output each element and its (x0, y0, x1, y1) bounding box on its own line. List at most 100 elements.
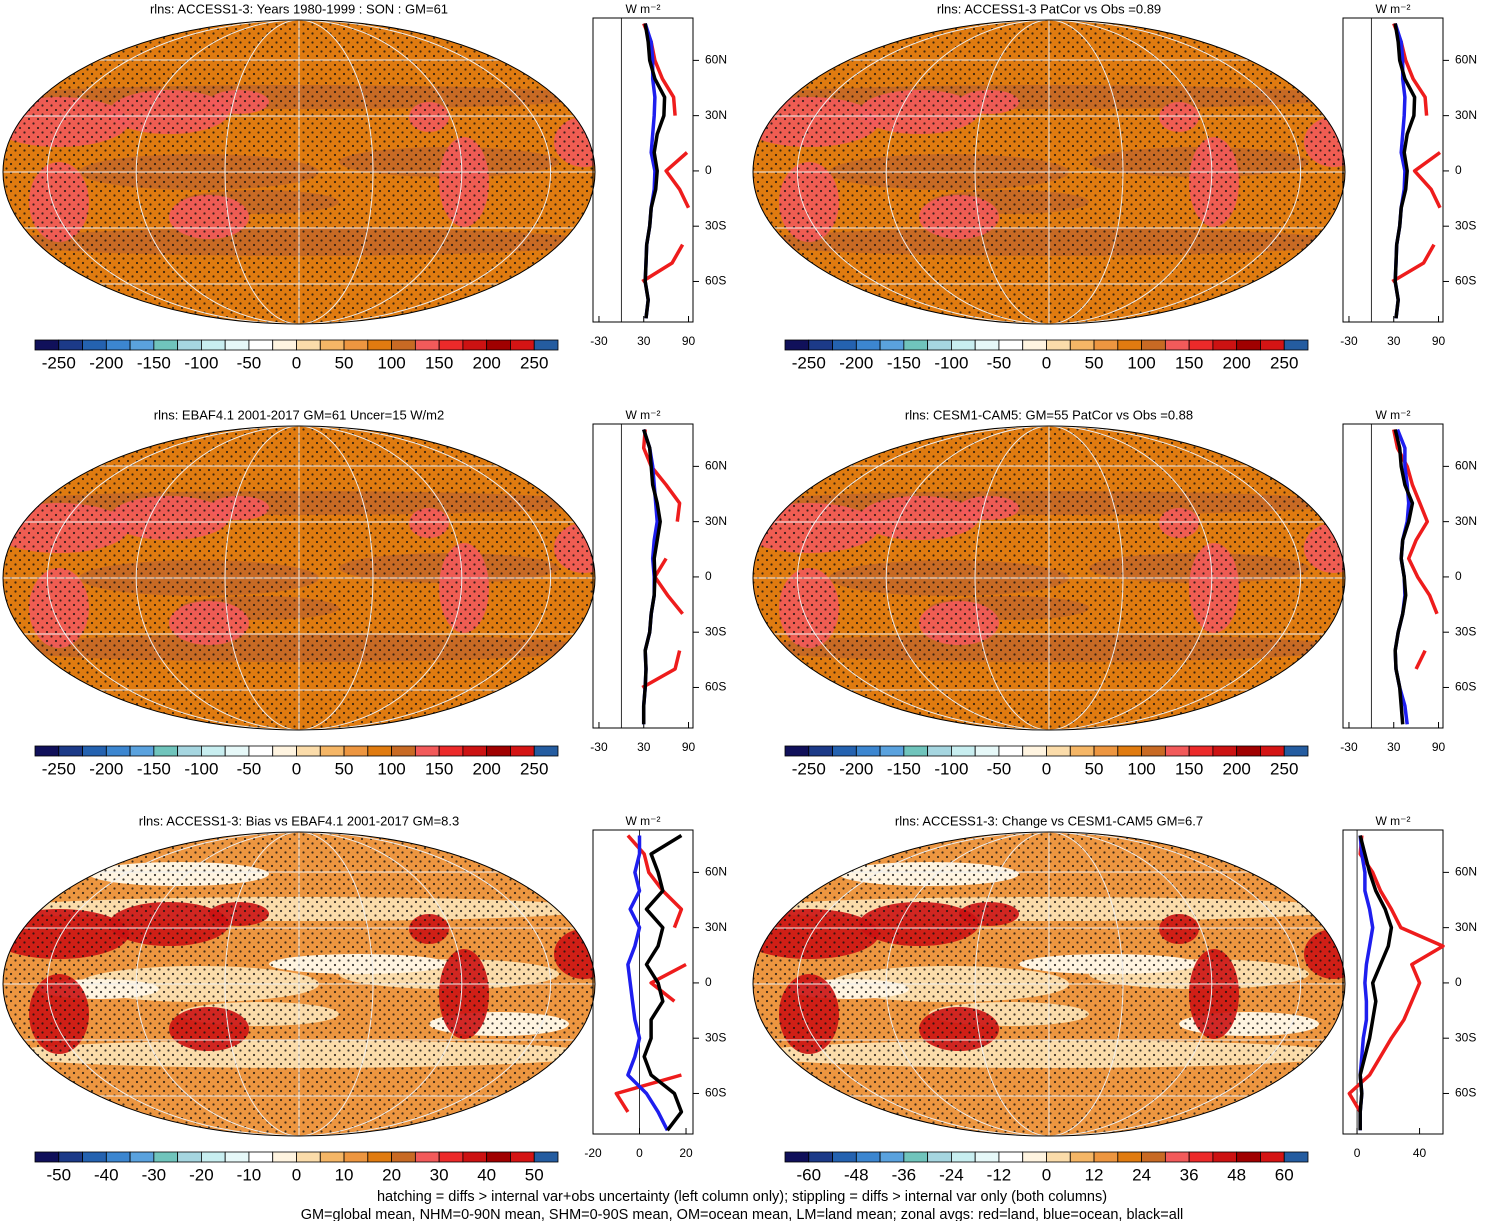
colorbar-box (34, 339, 60, 351)
y-tick-label: 30N (1455, 108, 1477, 122)
y-tick-label: 60N (705, 865, 727, 879)
y-tick-label: 60N (1455, 865, 1477, 879)
x-tick-label: 30 (637, 740, 651, 754)
x-tick-label: 90 (682, 740, 696, 754)
zonal-line (1393, 23, 1417, 319)
colorbar-label: 0 (1042, 1165, 1051, 1184)
colorbar-label: -100 (184, 759, 218, 778)
map-title: rlns: ACCESS1-3: Change vs CESM1-CAM5 GM… (895, 813, 1203, 828)
colorbar-label: 20 (382, 1165, 401, 1184)
x-tick-label: -30 (590, 334, 608, 348)
colorbar-box (319, 745, 345, 757)
graticule (135, 20, 463, 324)
colorbar-box (832, 745, 857, 757)
colorbar-box (1069, 1151, 1095, 1163)
graticule (46, 20, 552, 324)
map-title: rlns: ACCESS1-3: Bias vs EBAF4.1 2001-20… (139, 813, 459, 828)
colorbar-box (927, 339, 952, 351)
colorbar-box (533, 339, 559, 351)
colorbar-box (927, 1151, 952, 1163)
colorbar-box (903, 1151, 929, 1163)
colorbar-label: 0 (292, 1165, 301, 1184)
note: hatching = diffs > internal var+obs unce… (377, 1189, 1107, 1205)
colorbar-box (248, 745, 274, 757)
colorbar-box (343, 339, 369, 351)
colorbar-box (248, 339, 274, 351)
colorbar-label: -36 (892, 1165, 917, 1184)
colorbar-box (1022, 339, 1047, 351)
colorbar-label: 100 (1127, 353, 1155, 372)
zonal-frame (1342, 17, 1444, 323)
zonal-line (641, 428, 662, 725)
x-tick-label: 0 (636, 1146, 643, 1160)
colorbar-box (224, 339, 250, 351)
y-tick-label: 30N (705, 514, 727, 528)
colorbar-box (1188, 745, 1214, 757)
colorbar-box (533, 1151, 559, 1163)
colorbar-box (367, 1151, 392, 1163)
colorbar-box (1046, 745, 1071, 757)
zonal-line (1393, 429, 1415, 725)
x-tick-label: 20 (679, 1146, 693, 1160)
colorbar-label: -50 (46, 1165, 71, 1184)
y-tick-label: 60N (705, 459, 727, 473)
colorbar-box (1212, 745, 1238, 757)
y-tick-label: 0 (1455, 569, 1462, 583)
zonal-frame (592, 17, 694, 323)
colorbar-box (343, 745, 369, 757)
colorbar-box (951, 339, 976, 351)
colorbar-box (153, 339, 179, 351)
y-tick-label: 60S (1455, 680, 1476, 694)
colorbar-box (510, 1151, 535, 1163)
colorbar-label: 250 (1270, 759, 1298, 778)
colorbar-label: 200 (472, 759, 500, 778)
colorbar-label: 60 (1275, 1165, 1294, 1184)
colorbar-label: -150 (137, 353, 171, 372)
colorbar-label: 200 (1222, 759, 1250, 778)
graticule (224, 20, 374, 324)
colorbar-box (414, 339, 440, 351)
colorbar-box (391, 745, 416, 757)
colorbar-box (201, 1151, 226, 1163)
graticule (796, 832, 1302, 1136)
colorbar-box (153, 745, 179, 757)
graticule (135, 426, 463, 730)
colorbar-label: 0 (1042, 353, 1051, 372)
colorbar-label: -200 (89, 353, 123, 372)
graticule (885, 20, 1213, 324)
colorbar-box (82, 1151, 107, 1163)
colorbar-label: 24 (1132, 1165, 1151, 1184)
graticule (796, 426, 1302, 730)
graticule (885, 832, 1213, 1136)
colorbar-box (391, 1151, 416, 1163)
colorbar-label: 50 (335, 759, 354, 778)
colorbar-box (879, 339, 905, 351)
x-tick-label: -30 (1340, 334, 1358, 348)
zonal-line (643, 23, 667, 319)
colorbar-box (34, 1151, 60, 1163)
zonal-line (1347, 835, 1445, 1113)
colorbar-box (1022, 1151, 1047, 1163)
colorbar-box (296, 339, 321, 351)
colorbar-box (296, 745, 321, 757)
x-tick-label: 40 (1413, 1146, 1427, 1160)
zonal-line (642, 834, 684, 1132)
map-border (2, 831, 596, 1137)
colorbar-box (510, 339, 535, 351)
colorbar-label: 10 (335, 1165, 354, 1184)
colorbar-label: -24 (939, 1165, 964, 1184)
y-tick-label: 0 (705, 163, 712, 177)
y-tick-label: 30N (705, 108, 727, 122)
colorbar-box (1117, 1151, 1142, 1163)
colorbar-box (224, 1151, 250, 1163)
colorbar-box (1069, 339, 1095, 351)
colorbar-box (129, 1151, 155, 1163)
colorbar-box (998, 1151, 1024, 1163)
colorbar-box (903, 339, 929, 351)
y-tick-label: 30S (1455, 1030, 1476, 1044)
colorbar-box (201, 339, 226, 351)
colorbar-box (462, 1151, 488, 1163)
map-title: rlns: EBAF4.1 2001-2017 GM=61 Uncer=15 W… (154, 407, 444, 422)
colorbar-box (808, 339, 833, 351)
colorbar-box (319, 339, 345, 351)
